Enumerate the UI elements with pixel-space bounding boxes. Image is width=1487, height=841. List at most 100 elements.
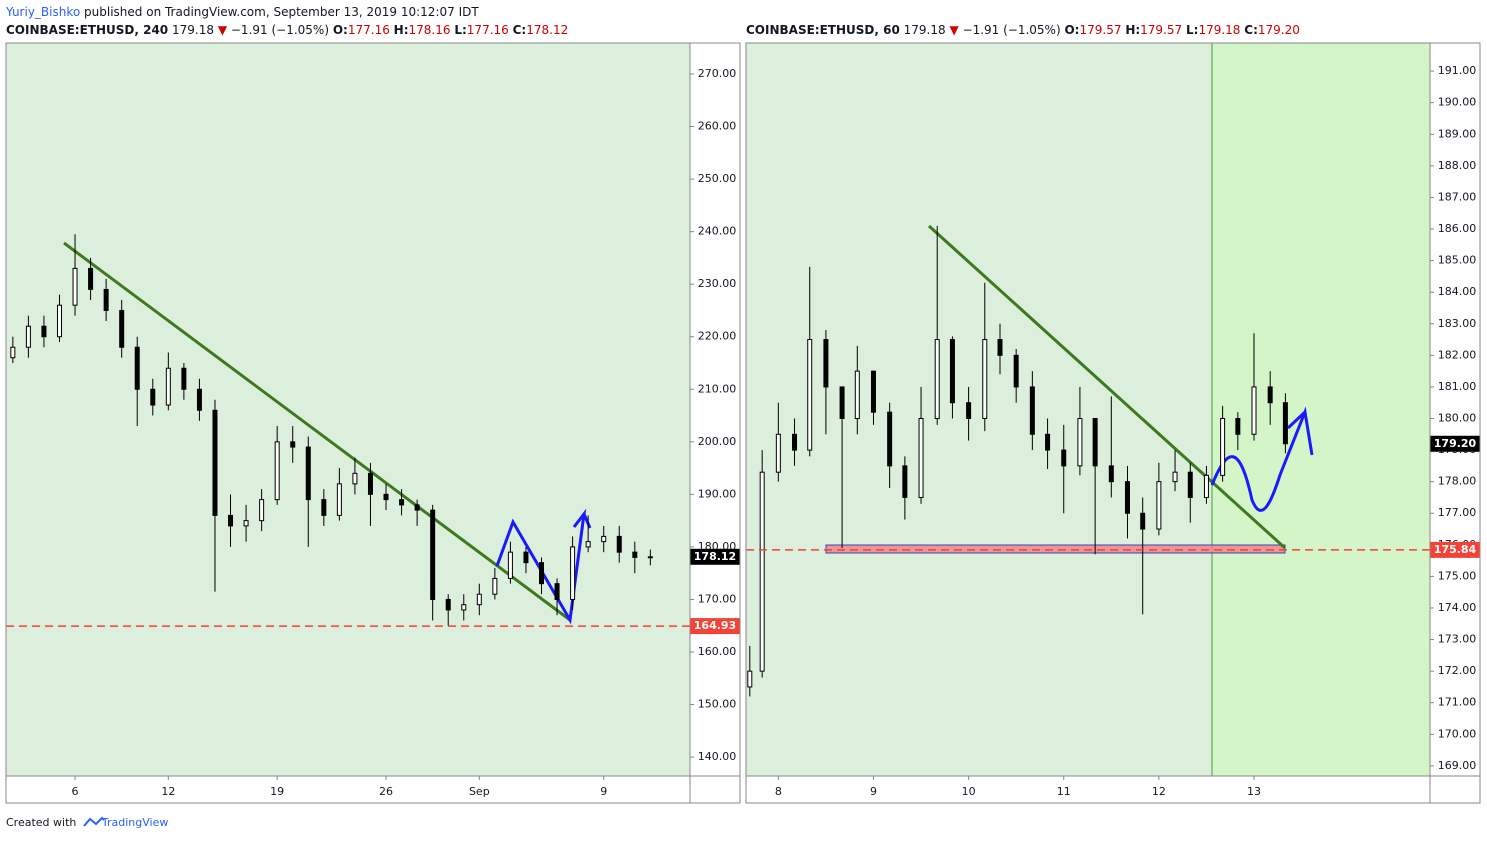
candle-body: [1077, 418, 1083, 467]
panels: [6, 43, 1430, 776]
y-tick-label: 140.00: [698, 750, 737, 763]
symbol: COINBASE:ETHUSD, 240: [6, 23, 168, 37]
candle-body: [212, 409, 218, 516]
candle-body: [1045, 433, 1051, 451]
y-tick-label: 185.00: [1438, 254, 1477, 267]
y-tick-label: 188.00: [1438, 159, 1477, 172]
candle-body: [1187, 471, 1193, 498]
candle-body: [1108, 465, 1114, 483]
candle-body: [887, 411, 893, 467]
candle-body: [507, 551, 513, 579]
y-tick-label: 170.00: [698, 592, 737, 605]
candle-body: [792, 433, 798, 451]
x-tick-label: 10: [962, 785, 976, 798]
candle-body: [918, 418, 924, 498]
ohlc-value: 177.16: [348, 23, 390, 37]
y-tick-label: 172.00: [1438, 664, 1477, 677]
footer: Created with TradingView: [6, 816, 168, 829]
price-level-label: 175.84: [1434, 543, 1477, 556]
ohlc-value: 178.16: [409, 23, 451, 37]
candle-body: [430, 509, 436, 600]
candle-body: [1203, 474, 1209, 498]
candle-body: [807, 339, 813, 451]
ohlc-key: O:: [333, 23, 348, 37]
forecast-zone: [1212, 43, 1430, 776]
author[interactable]: Yuriy_Bishko: [5, 5, 80, 19]
candle-body: [823, 339, 829, 388]
ohlc-key: H:: [394, 23, 409, 37]
ohlc-value: 177.16: [467, 23, 509, 37]
byline: Yuriy_Bishko published on TradingView.co…: [5, 5, 479, 19]
chart-frame: [5, 42, 741, 804]
candle-body: [1124, 481, 1130, 514]
candle-body: [839, 386, 845, 420]
candle-body: [367, 472, 373, 495]
chart-header: COINBASE:ETHUSD, 240 179.18 ▼ −1.91 (−1.…: [6, 23, 568, 37]
y-tick-label: 186.00: [1438, 222, 1477, 235]
candle-body: [150, 388, 156, 406]
candle-body: [870, 370, 876, 413]
ohlc-value: 179.18: [1198, 23, 1240, 37]
candle-body: [274, 441, 280, 501]
candle-body: [476, 593, 482, 606]
chart-header: COINBASE:ETHUSD, 60 179.18 ▼ −1.91 (−1.0…: [746, 23, 1300, 37]
candle-body: [103, 288, 109, 311]
x-tick-label: 6: [72, 785, 79, 798]
candle-body: [1013, 354, 1019, 388]
change-arrow: ▼: [218, 23, 228, 37]
x-tick-label: 13: [1247, 785, 1261, 798]
y-tick-label: 177.00: [1438, 506, 1477, 519]
last-price-tag: [1430, 435, 1480, 452]
candle-body: [1235, 418, 1241, 435]
brand[interactable]: TradingView: [101, 816, 168, 829]
candle-body: [966, 402, 972, 420]
candle-body: [1156, 481, 1162, 530]
y-tick-label: 191.00: [1438, 64, 1477, 77]
y-tick-label: 189.00: [1438, 127, 1477, 140]
ohlc-key: C:: [513, 23, 527, 37]
candle-body: [414, 504, 420, 511]
y-tick-label: 180.00: [1438, 412, 1477, 425]
y-tick-label: 171.00: [1438, 696, 1477, 709]
y-tick-label: 187.00: [1438, 190, 1477, 203]
last: 179.18: [904, 23, 946, 37]
x-tick-label: 9: [870, 785, 877, 798]
ohlc-key: L:: [1186, 23, 1198, 37]
y-tick-label: 260.00: [698, 120, 737, 133]
candle-body: [228, 514, 234, 527]
candle-body: [352, 472, 358, 485]
candle-body: [445, 598, 451, 611]
brand-logo: [83, 816, 105, 827]
y-tick-label: 182.00: [1438, 348, 1477, 361]
y-tick-label: 240.00: [698, 225, 737, 238]
candle-body: [88, 267, 94, 290]
ohlc-key: H:: [1125, 23, 1140, 37]
y-tick-label: 210.00: [698, 382, 737, 395]
chart: 140.00150.00160.00170.00180.00190.00200.…: [5, 23, 741, 804]
candle-body: [1220, 418, 1226, 476]
candle-body: [461, 604, 467, 611]
last: 179.18: [172, 23, 214, 37]
candle-body: [10, 346, 16, 359]
y-tick-label: 174.00: [1438, 601, 1477, 614]
y-tick-label: 184.00: [1438, 285, 1477, 298]
candle-body: [56, 304, 62, 338]
candle-body: [616, 535, 622, 553]
candle-body: [747, 670, 753, 688]
x-tick-label: 19: [270, 785, 284, 798]
candle-body: [997, 339, 1003, 356]
candle-body: [259, 499, 265, 522]
candle-body: [181, 367, 187, 390]
y-tick-label: 230.00: [698, 277, 737, 290]
candle-body: [539, 562, 545, 585]
y-tick-label: 200.00: [698, 435, 737, 448]
y-tick-label: 190.00: [1438, 96, 1477, 109]
candle-body: [1251, 386, 1257, 435]
candle-body: [1172, 471, 1178, 483]
candle-body: [243, 520, 249, 527]
trend-line: [63, 241, 571, 622]
y-tick-label: 183.00: [1438, 317, 1477, 330]
y-tick-label: 250.00: [698, 172, 737, 185]
ohlc-value: 179.20: [1258, 23, 1300, 37]
price-level-tag: [1430, 541, 1480, 558]
